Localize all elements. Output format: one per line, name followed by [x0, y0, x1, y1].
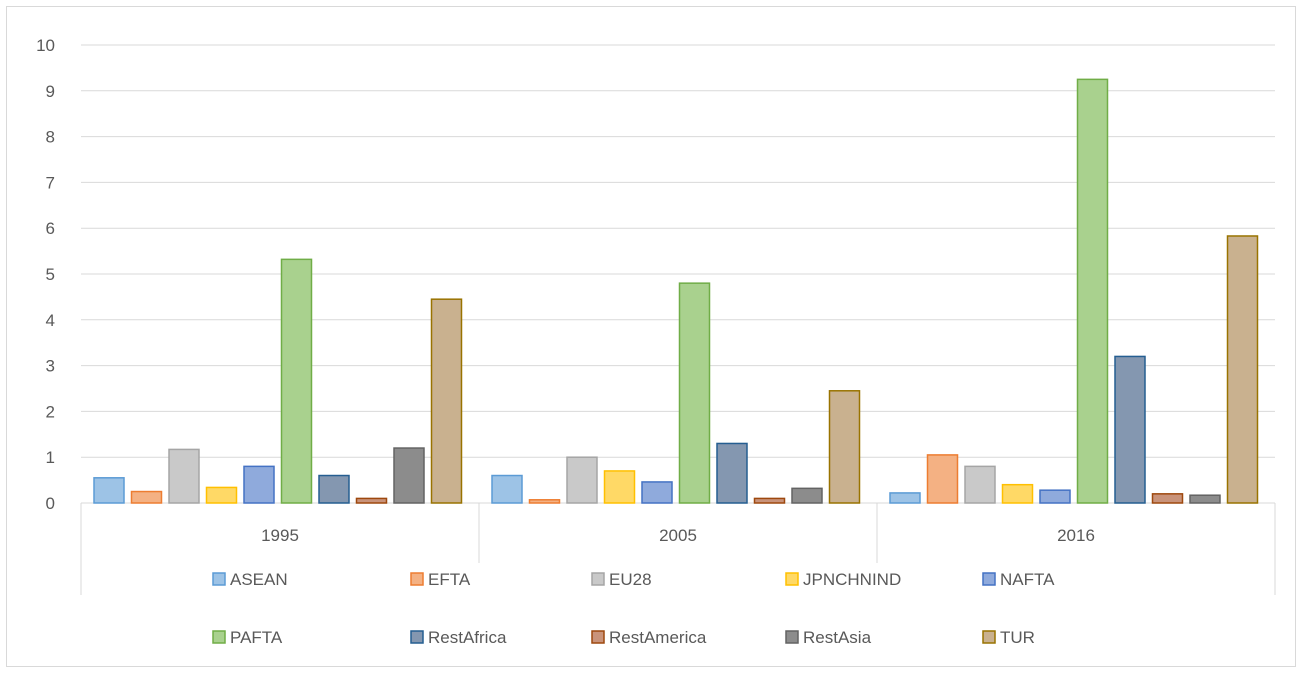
- bar-restamerica-2016: [1151, 493, 1184, 504]
- legend-swatch-restafrica: [410, 630, 424, 644]
- x-tick-label: 2005: [659, 526, 697, 545]
- bar-eu28-1995: [168, 448, 200, 504]
- bar-restafrica-2016: [1114, 355, 1146, 504]
- bar-nafta-2005: [641, 481, 673, 504]
- bar-asean-1995: [93, 477, 125, 504]
- bar-pafta-2005: [678, 282, 711, 504]
- legend-label-restamerica: RestAmerica: [609, 628, 707, 647]
- legend-swatch-tur: [982, 630, 996, 644]
- bar-restafrica-1995: [318, 474, 350, 504]
- legend-swatch-pafta: [212, 630, 226, 644]
- bar-efta-2005: [528, 499, 561, 504]
- bar-nafta-2016: [1039, 489, 1071, 504]
- y-tick-label: 10: [36, 36, 55, 55]
- bar-restamerica-2005: [753, 497, 786, 504]
- y-tick-label: 8: [46, 128, 55, 147]
- bar-restasia-1995: [393, 447, 425, 504]
- y-tick-label: 5: [46, 265, 55, 284]
- x-tick-label: 2016: [1057, 526, 1095, 545]
- bar-efta-2016: [926, 454, 959, 504]
- legend-swatch-efta: [410, 572, 424, 586]
- y-tick-label: 9: [46, 82, 55, 101]
- bar-asean-2005: [491, 474, 523, 504]
- legend-label-nafta: NAFTA: [1000, 570, 1055, 589]
- x-tick-label: 1995: [261, 526, 299, 545]
- legend-swatch-nafta: [982, 572, 996, 586]
- legend-swatch-eu28: [591, 572, 605, 586]
- legend-swatch-restamerica: [591, 630, 605, 644]
- y-tick-label: 4: [46, 311, 55, 330]
- bar-tur-2005: [828, 390, 861, 504]
- bar-pafta-2016: [1076, 78, 1109, 504]
- y-tick-label: 7: [46, 173, 55, 192]
- legend-label-eu28: EU28: [609, 570, 652, 589]
- legend-label-pafta: PAFTA: [230, 628, 283, 647]
- bar-eu28-2016: [964, 465, 996, 504]
- legend-label-asean: ASEAN: [230, 570, 288, 589]
- y-tick-label: 3: [46, 357, 55, 376]
- legend-swatch-asean: [212, 572, 226, 586]
- bar-tur-2016: [1226, 235, 1259, 504]
- legend-label-efta: EFTA: [428, 570, 471, 589]
- y-tick-label: 0: [46, 494, 55, 513]
- bar-eu28-2005: [566, 456, 598, 504]
- bar-efta-1995: [130, 490, 163, 504]
- legend-label-restafrica: RestAfrica: [428, 628, 507, 647]
- bar-nafta-1995: [243, 465, 275, 504]
- y-tick-label: 2: [46, 402, 55, 421]
- bar-jpnchnind-2016: [1001, 483, 1034, 504]
- y-tick-label: 1: [46, 448, 55, 467]
- chart-area: 0 1 2 3 4 5 6 7 8 9 10 1995 2005 2016 ASEAN EFTA EU28 JPN…: [6, 6, 1296, 667]
- bar-restamerica-1995: [355, 497, 388, 504]
- bar-chart: 0 1 2 3 4 5 6 7 8 9 10 1995 2005 2016 ASEAN EFTA EU28 JPN…: [36, 36, 1276, 647]
- bar-jpnchnind-2005: [603, 470, 636, 504]
- legend-swatch-jpnchnind: [785, 572, 799, 586]
- bar-pafta-1995: [280, 258, 313, 504]
- bar-tur-1995: [430, 298, 463, 504]
- y-tick-label: 6: [46, 219, 55, 238]
- legend-label-restasia: RestAsia: [803, 628, 872, 647]
- bar-jpnchnind-1995: [205, 486, 238, 504]
- bar-restafrica-2005: [716, 442, 748, 504]
- legend-swatch-restasia: [785, 630, 799, 644]
- bar-restasia-2005: [791, 487, 823, 504]
- bar-asean-2016: [889, 492, 921, 504]
- legend-label-jpnchnind: JPNCHNIND: [803, 570, 901, 589]
- bar-restasia-2016: [1189, 494, 1221, 504]
- legend-label-tur: TUR: [1000, 628, 1035, 647]
